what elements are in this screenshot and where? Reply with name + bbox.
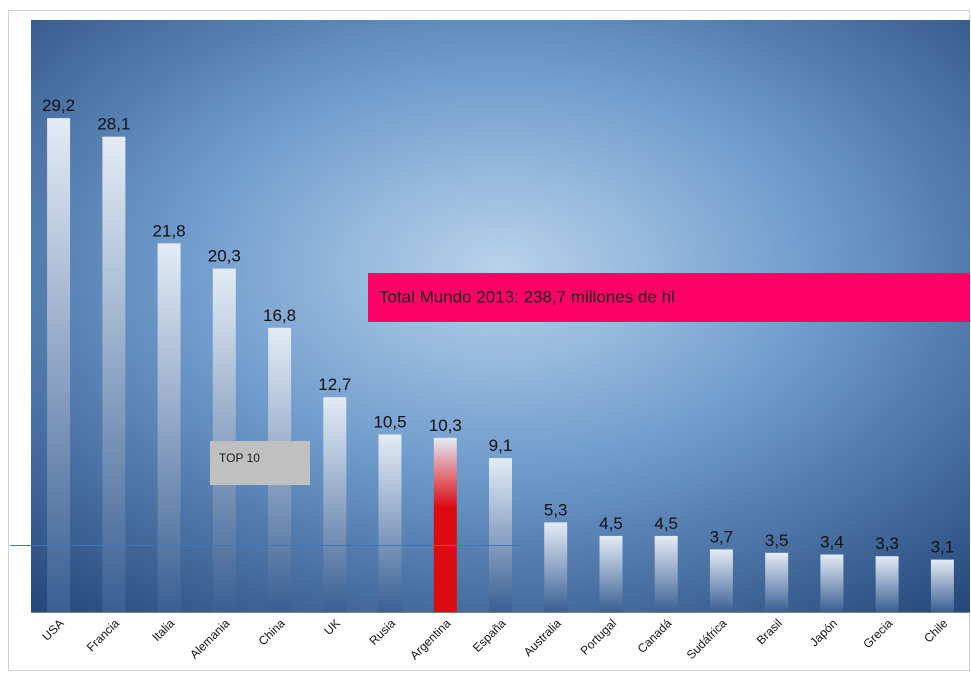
value-label: 3,1 bbox=[931, 538, 955, 557]
value-label: 9,1 bbox=[489, 436, 513, 455]
bar-portugal bbox=[599, 535, 623, 612]
bar-españa bbox=[489, 458, 512, 612]
bar-japón bbox=[820, 554, 844, 612]
bar-sudáfrica bbox=[709, 549, 733, 612]
top10-annotation-box bbox=[210, 441, 310, 485]
bar-canadá bbox=[654, 535, 678, 612]
value-label: 16,8 bbox=[263, 306, 296, 325]
bar-grecia bbox=[875, 556, 899, 612]
value-label: 3,7 bbox=[710, 527, 734, 546]
value-label: 12,7 bbox=[318, 375, 351, 394]
value-label: 29,2 bbox=[42, 96, 75, 115]
total-annotation: Total Mundo 2013: 238,7 millones de hl bbox=[368, 273, 970, 322]
bar-usa bbox=[47, 118, 71, 612]
top10-annotation-text: TOP 10 bbox=[219, 451, 260, 465]
value-label: 3,5 bbox=[765, 531, 789, 550]
top10-annotation: TOP 10 bbox=[210, 441, 310, 485]
bar-alemania bbox=[212, 268, 236, 612]
bar-chile bbox=[930, 559, 954, 612]
value-label: 28,1 bbox=[97, 115, 130, 134]
value-label: 4,5 bbox=[599, 514, 623, 533]
bar-australia bbox=[544, 522, 568, 612]
value-label: 3,4 bbox=[820, 533, 844, 552]
bar-italia bbox=[157, 243, 181, 613]
value-label: 4,5 bbox=[654, 514, 678, 533]
value-label: 3,3 bbox=[875, 534, 899, 553]
bar-uk bbox=[323, 397, 347, 612]
value-label: 21,8 bbox=[153, 221, 186, 240]
value-label: 10,3 bbox=[429, 416, 462, 435]
total-annotation-box bbox=[368, 273, 970, 322]
bar-argentina bbox=[433, 437, 457, 612]
value-label: 5,3 bbox=[544, 500, 568, 519]
bar-brasil bbox=[765, 552, 789, 612]
total-annotation-text: Total Mundo 2013: 238,7 millones de hl bbox=[379, 287, 675, 306]
bar-rusia bbox=[378, 434, 402, 612]
value-label: 10,5 bbox=[373, 412, 406, 431]
value-label: 20,3 bbox=[208, 247, 241, 266]
bar-francia bbox=[102, 136, 126, 612]
